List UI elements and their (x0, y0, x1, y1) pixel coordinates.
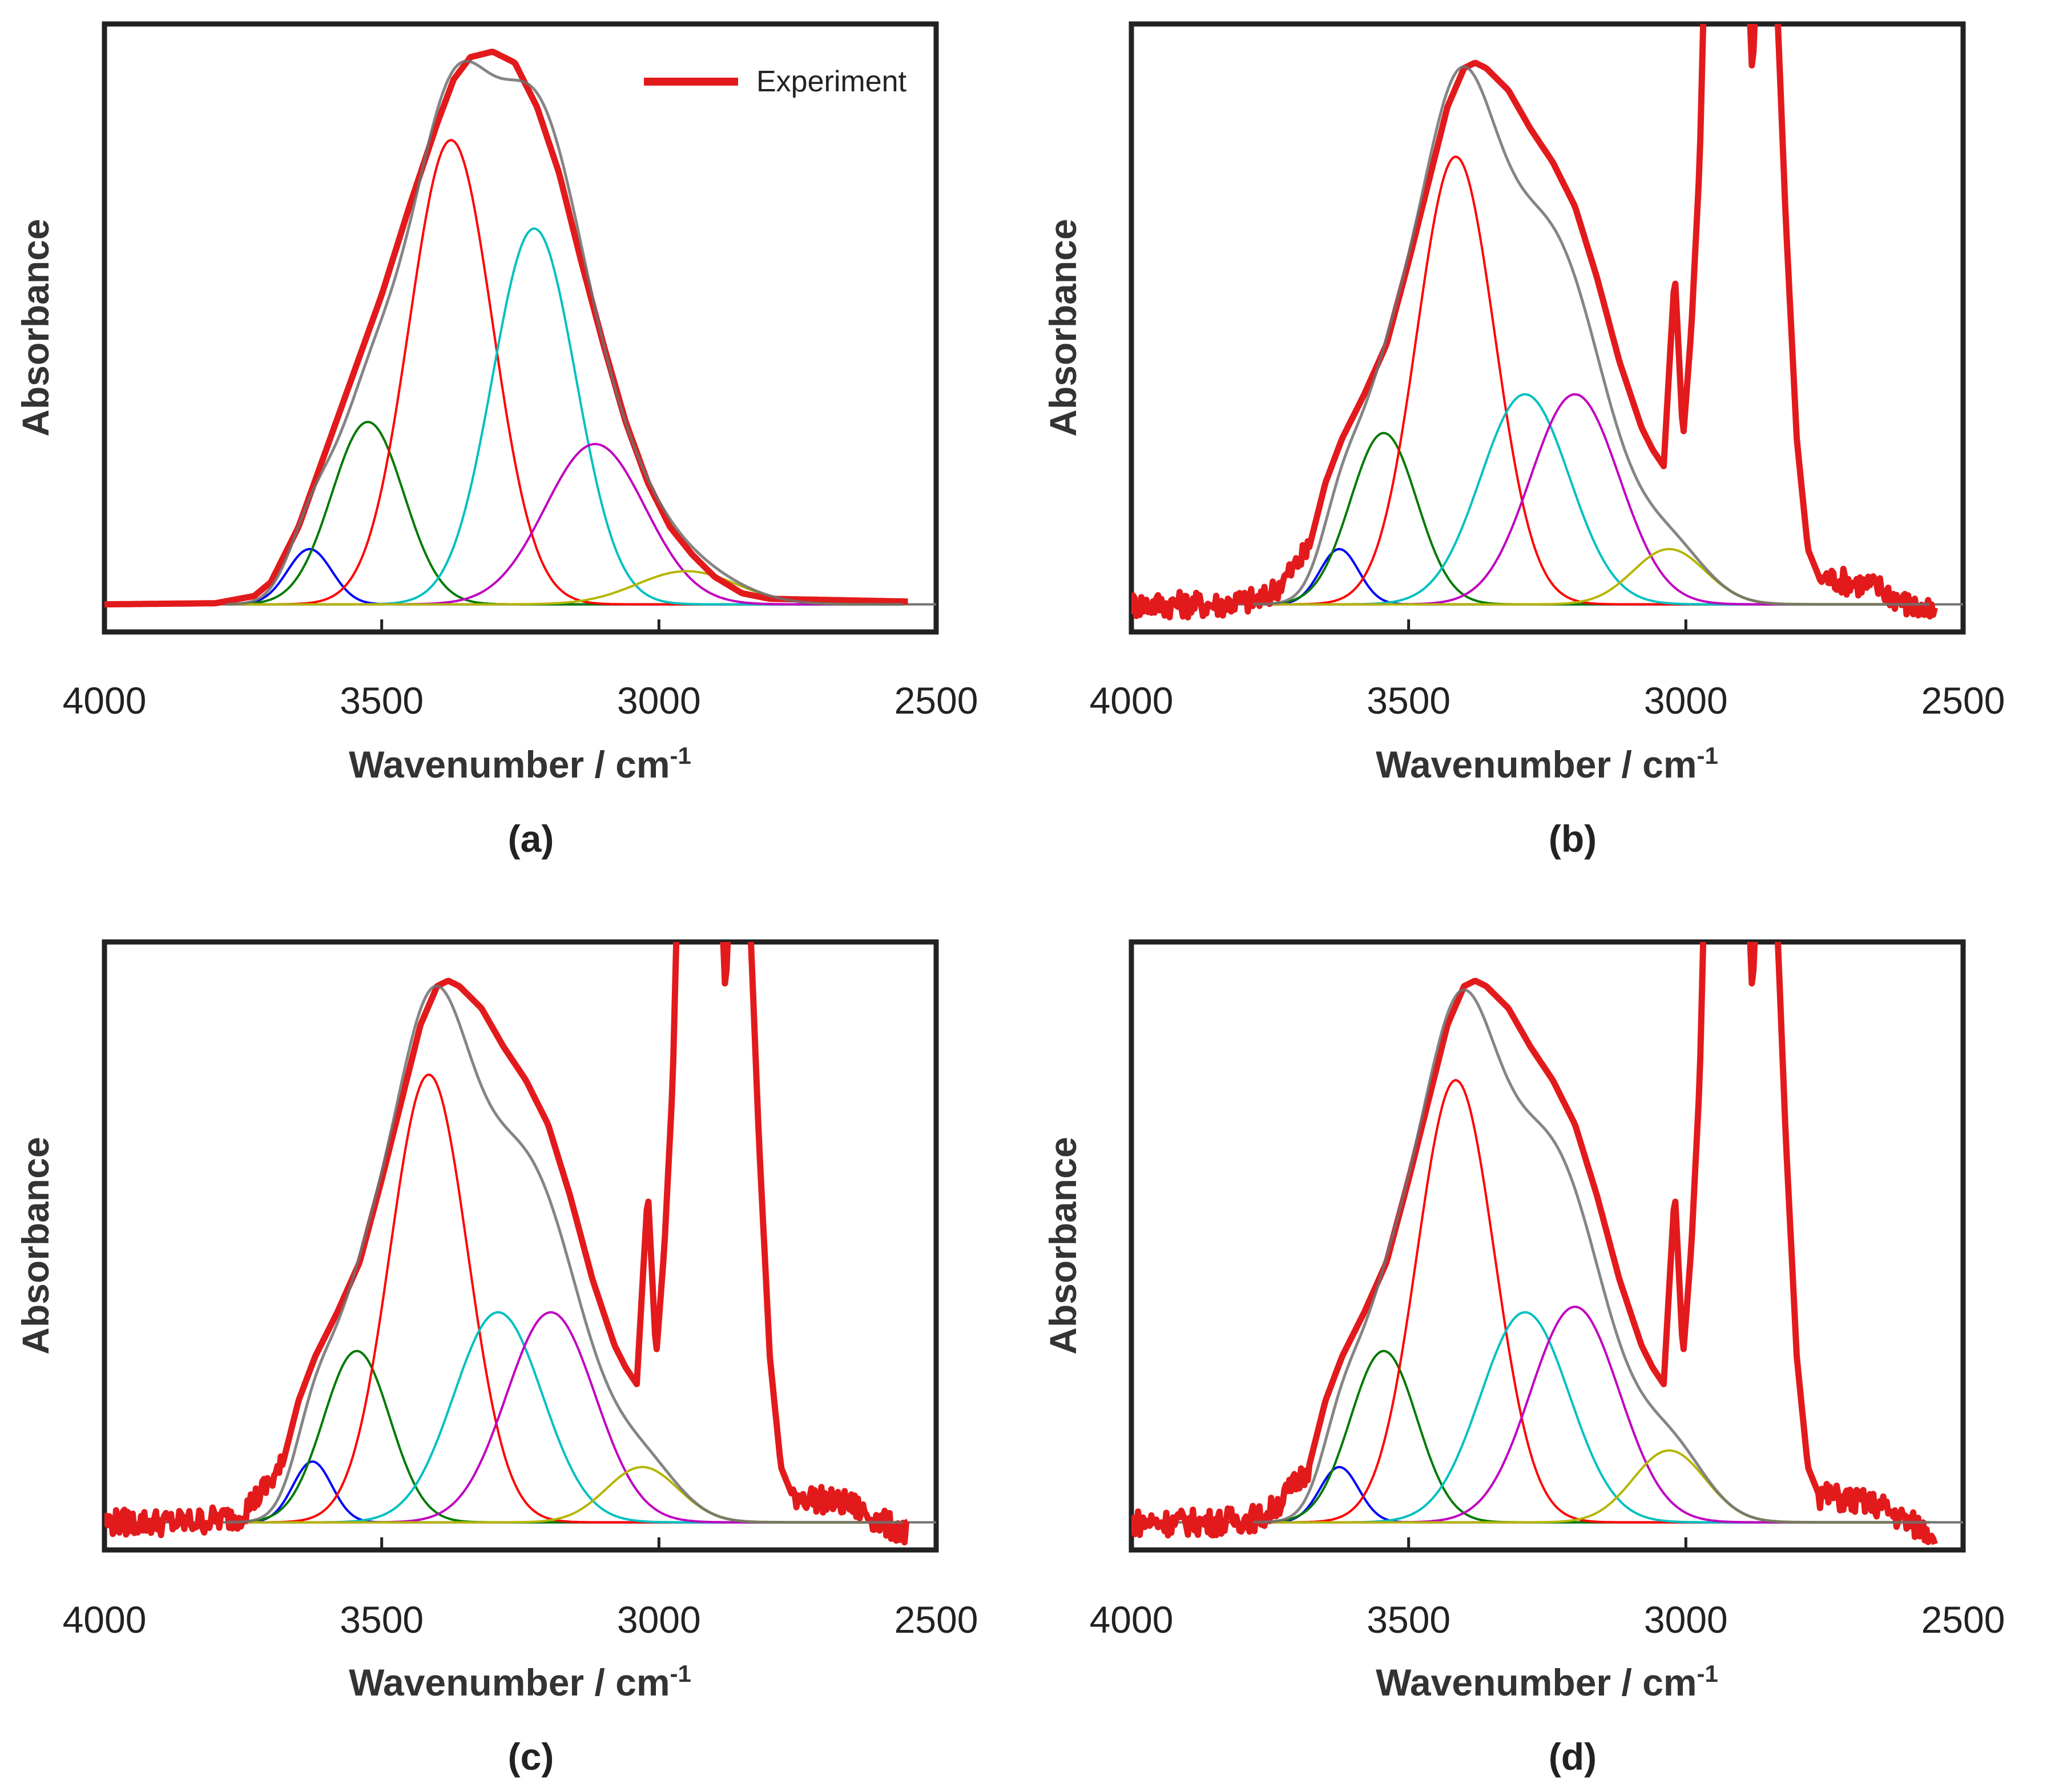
series-layer (1131, 942, 1963, 1545)
component-curve-cyan (226, 227, 903, 606)
fit-envelope-curve (1253, 65, 1930, 606)
x-tick-label: 4000 (1090, 1598, 1174, 1641)
x-axis-label: Wavenumber / cm-1 (349, 1660, 691, 1704)
fit-envelope-curve (226, 984, 903, 1524)
x-axis-label: Wavenumber / cm-1 (1376, 742, 1718, 786)
tick-layer (103, 619, 938, 632)
component-curve-blue (226, 547, 903, 606)
x-tick-label: 4000 (1090, 679, 1174, 722)
x-tick-label: 3500 (1367, 679, 1450, 722)
legend: Experiment (644, 65, 907, 98)
panel-label: (c) (508, 1735, 554, 1778)
series-layer (104, 942, 936, 1546)
x-axis-label: Wavenumber / cm-1 (349, 742, 691, 786)
panel-label: (a) (508, 818, 554, 860)
fit-envelope-curve (1253, 988, 1930, 1524)
panel-a: 4000 3500 3000 2500 Wavenumber / cm-1 Ab… (14, 21, 978, 860)
y-axis-label: Absorbance (1042, 219, 1084, 436)
x-tick-label: 4000 (63, 679, 147, 722)
component-curve-magenta (226, 442, 903, 606)
fit-envelope-curve (226, 59, 903, 606)
panel-d: 4000 3500 3000 2500 Wavenumber / cm-1 Ab… (1042, 939, 2005, 1778)
panel-label: (d) (1549, 1735, 1597, 1778)
y-axis-label: Absorbance (14, 1137, 57, 1354)
component-curve-red (226, 139, 903, 606)
legend-label: Experiment (756, 65, 907, 98)
plot-frame (102, 21, 939, 635)
x-tick-label: 3500 (340, 1598, 424, 1641)
tick-layer (103, 1537, 938, 1550)
plot-frame (102, 939, 939, 1553)
tick-layer (1130, 1537, 1965, 1550)
x-tick-label: 3500 (340, 679, 424, 722)
x-tick-label: 2500 (1921, 679, 2005, 722)
experiment-curve (1131, 24, 1938, 621)
panel-b: 4000 3500 3000 2500 Wavenumber / cm-1 Ab… (1042, 21, 2005, 860)
y-axis-label: Absorbance (14, 219, 57, 436)
series-layer (104, 49, 936, 608)
plot-frame (1129, 21, 1966, 635)
experiment-curve (104, 942, 909, 1546)
experiment-curve (1131, 942, 1938, 1545)
x-tick-label: 2500 (1921, 1598, 2005, 1641)
x-tick-label: 2500 (894, 679, 978, 722)
plot-frame (1129, 939, 1966, 1553)
y-axis-label: Absorbance (1042, 1137, 1084, 1354)
x-tick-label: 3500 (1367, 1598, 1450, 1641)
experiment-curve (104, 49, 909, 608)
x-tick-label: 2500 (894, 1598, 978, 1641)
tick-layer (1130, 619, 1965, 632)
x-tick-label: 3000 (1644, 679, 1728, 722)
x-tick-label: 4000 (63, 1598, 147, 1641)
series-layer (1131, 24, 1963, 621)
x-tick-label: 3000 (617, 1598, 701, 1641)
x-tick-label: 3000 (1644, 1598, 1728, 1641)
panel-label: (b) (1549, 818, 1597, 860)
panel-c: 4000 3500 3000 2500 Wavenumber / cm-1 Ab… (14, 939, 978, 1778)
x-axis-label: Wavenumber / cm-1 (1376, 1660, 1718, 1704)
x-tick-label: 3000 (617, 679, 701, 722)
